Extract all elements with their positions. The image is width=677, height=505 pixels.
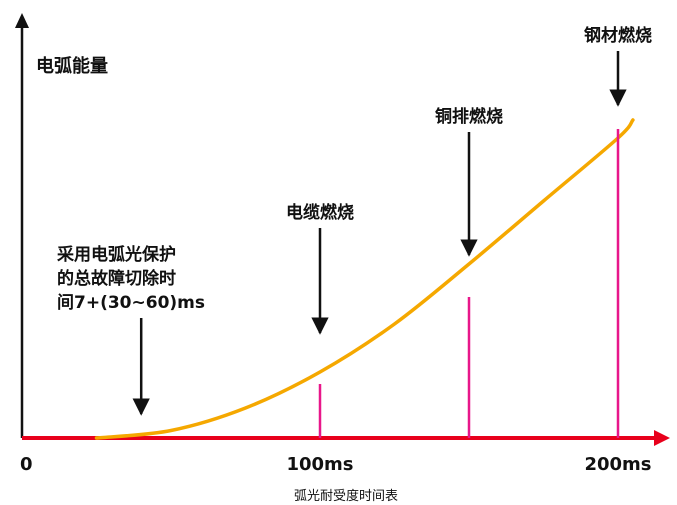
annotation-text-2-1: 电缆燃烧 xyxy=(286,202,354,223)
annotation-text-1-1: 采用电弧光保护 xyxy=(56,244,176,265)
x-tick-label-1: 0 xyxy=(20,454,33,475)
x-tick-label-3: 200ms xyxy=(584,454,651,475)
y-axis-arrowhead xyxy=(15,13,29,28)
x-tick-label-2: 100ms xyxy=(286,454,353,475)
chart-caption: 弧光耐受度时间表 xyxy=(294,488,398,504)
annotation-text-3-1: 铜排燃烧 xyxy=(435,106,503,127)
chart-texts: 电弧能量 0 100ms 200ms 弧光耐受度时间表 xyxy=(20,55,652,504)
energy-curve xyxy=(94,118,635,440)
annotation-text-1-2: 的总故障切除时 xyxy=(57,268,176,289)
annotation-text-1-3: 间7+(30~60)ms xyxy=(57,292,205,313)
annotation-text-4-1: 钢材燃烧 xyxy=(584,25,652,46)
y-axis-label: 电弧能量 xyxy=(36,55,108,77)
chart-marks xyxy=(15,13,670,446)
x-axis-arrowhead xyxy=(654,430,670,446)
